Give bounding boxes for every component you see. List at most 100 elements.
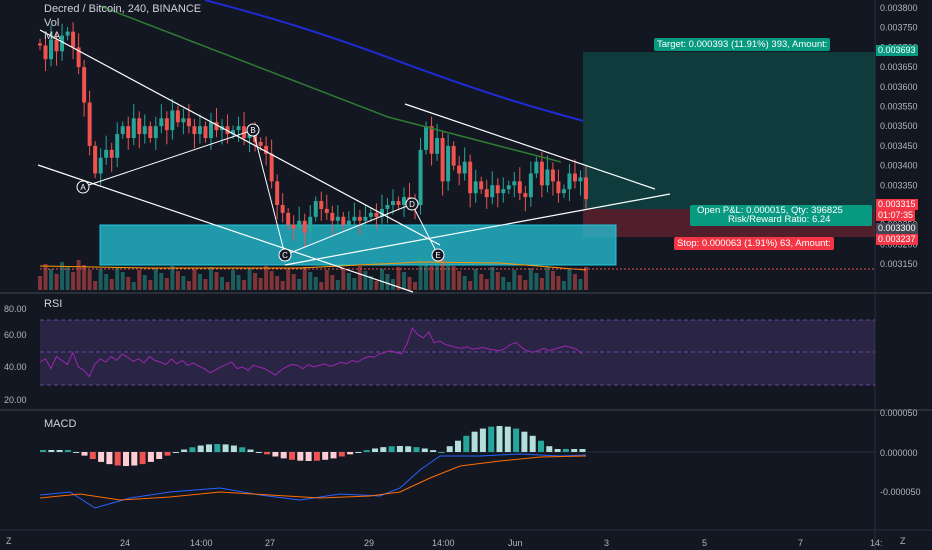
- macd-histogram-bar: [538, 440, 544, 452]
- entry-price-tag: 0.003300: [876, 223, 918, 234]
- candle-body: [523, 193, 528, 198]
- volume-bar: [98, 269, 103, 290]
- candle-body: [186, 118, 191, 127]
- volume-bar: [65, 267, 70, 290]
- candle-body: [572, 173, 577, 182]
- target-label[interactable]: Target: 0.000393 (11.91%) 393, Amount:: [654, 38, 831, 51]
- pattern-label-a: A: [80, 183, 86, 192]
- macd-histogram-bar: [239, 447, 246, 452]
- candle-body: [109, 149, 114, 158]
- stop-label[interactable]: Stop: 0.000063 (1.91%) 63, Amount:: [674, 237, 834, 250]
- candle-body: [468, 161, 473, 194]
- macd-histogram-bar: [446, 446, 453, 452]
- macd-histogram-bar: [396, 446, 403, 452]
- volume-bar: [407, 277, 412, 290]
- moving-average-green: [99, 5, 561, 163]
- rsi-tick-label: 60.00: [4, 330, 27, 340]
- zoom-left-icon[interactable]: Z: [6, 536, 12, 546]
- pnl-box[interactable]: Open P&L: 0.000015, Qty: 396825 Risk/Rew…: [690, 205, 872, 226]
- time-tick-label: 5: [702, 538, 707, 548]
- risk-reward-label: Risk/Reward Ratio: 6.24: [728, 214, 831, 225]
- volume-bar: [495, 272, 500, 290]
- last-price-tag: 0.003315: [876, 199, 918, 210]
- volume-bar: [484, 279, 489, 290]
- candle-body: [341, 216, 346, 225]
- volume-bar: [302, 267, 307, 290]
- stop-price-tag: 0.003237: [876, 234, 918, 245]
- candle-body: [440, 138, 445, 182]
- volume-bar: [523, 280, 528, 290]
- candle-body: [396, 201, 401, 205]
- volume-bar: [424, 261, 429, 290]
- macd-histogram-bar: [338, 452, 345, 457]
- macd-histogram-bar: [280, 452, 287, 459]
- volume-bar: [60, 262, 65, 290]
- macd-histogram-bar: [372, 448, 378, 452]
- macd-histogram-bar: [189, 447, 196, 452]
- candle-body: [402, 197, 406, 205]
- candle-body: [87, 102, 92, 146]
- volume-bar: [539, 278, 544, 290]
- symbol-title[interactable]: Decred / Bitcoin, 240, BINANCE: [44, 3, 202, 15]
- candle-body: [346, 220, 351, 225]
- macd-histogram-bar: [496, 426, 503, 452]
- candle-body: [313, 201, 318, 217]
- pattern-label-c: C: [282, 251, 288, 260]
- candle-body: [517, 181, 522, 194]
- volume-bar: [368, 276, 373, 290]
- candle-body: [82, 67, 87, 103]
- volume-bar: [313, 277, 318, 290]
- macd-pane-label[interactable]: MACD: [44, 418, 77, 430]
- volume-bar: [435, 254, 440, 290]
- price-tick-label: 0.003550: [880, 102, 918, 112]
- candle-body: [330, 212, 335, 221]
- candle-body: [506, 185, 511, 190]
- macd-histogram-bar: [405, 446, 412, 452]
- volume-bar: [208, 267, 213, 290]
- volume-bar: [131, 282, 136, 290]
- pattern-label-b: B: [250, 126, 255, 135]
- candle-body: [539, 161, 544, 186]
- candle-body: [390, 201, 395, 205]
- volume-bar: [561, 281, 566, 290]
- volume-bar: [291, 274, 296, 290]
- rsi-pane-label[interactable]: RSI: [44, 298, 63, 310]
- macd-histogram-bar: [479, 428, 486, 452]
- candle-body: [424, 126, 429, 150]
- target-zone: [583, 52, 875, 209]
- pattern-point-e: [431, 248, 445, 262]
- triangle-upper-line: [404, 103, 656, 190]
- demand-zone: [99, 224, 617, 266]
- volume-bar: [137, 270, 142, 290]
- macd-histogram-bar: [413, 447, 420, 452]
- volume-bar: [396, 267, 401, 290]
- macd-line: [39, 453, 587, 509]
- macd-histogram-bar: [131, 452, 138, 466]
- candle-body: [280, 205, 285, 213]
- candle-body: [385, 205, 390, 209]
- candle-body: [556, 181, 561, 194]
- volume-ma-line: [39, 261, 587, 271]
- candle-body: [479, 181, 484, 190]
- macd-histogram-bar: [579, 449, 586, 452]
- price-tick-label: 0.003350: [880, 180, 918, 190]
- volume-indicator-label[interactable]: Vol: [44, 17, 60, 29]
- zoom-right-icon[interactable]: Z: [900, 536, 906, 546]
- macd-tick-label: 0.000050: [880, 408, 918, 418]
- volume-bar: [330, 275, 335, 290]
- volume-bar: [203, 279, 208, 290]
- rising-trend-line: [284, 193, 671, 266]
- ma-indicator-label[interactable]: MA: [44, 30, 61, 42]
- candle-body: [93, 145, 98, 174]
- volume-bar: [440, 259, 445, 290]
- candle-body: [76, 47, 81, 68]
- volume-bar: [385, 274, 390, 290]
- volume-bar: [43, 264, 48, 290]
- candle-body: [181, 118, 186, 123]
- macd-histogram-bar: [123, 452, 129, 466]
- volume-bar: [308, 272, 313, 290]
- volume-bar: [280, 281, 285, 290]
- macd-histogram-bar: [40, 450, 46, 452]
